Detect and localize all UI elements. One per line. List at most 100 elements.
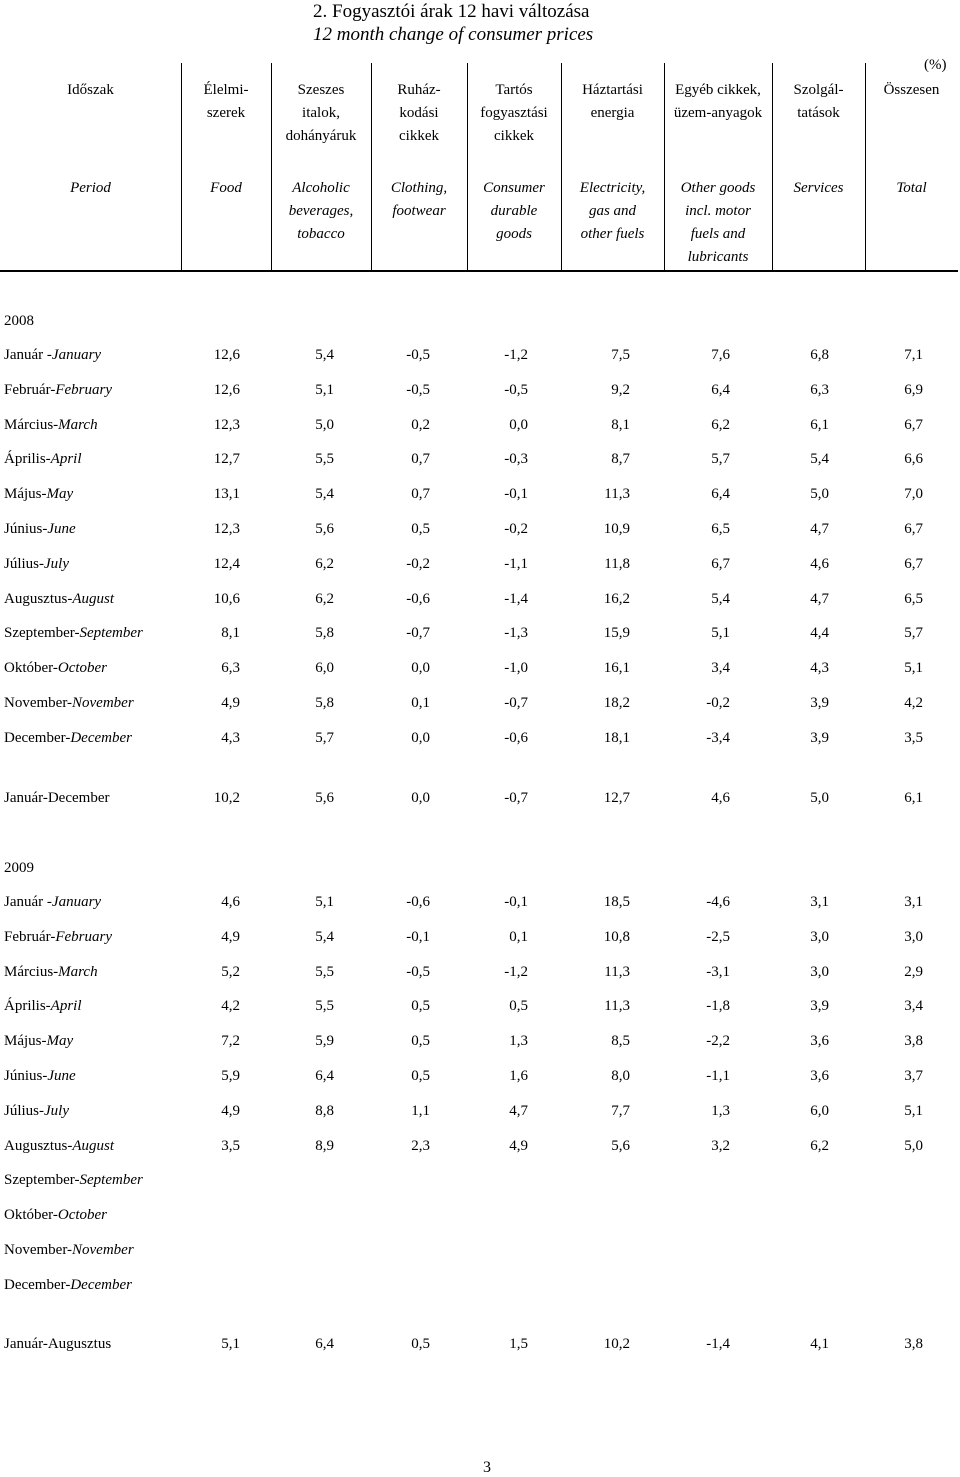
table-cell: 7,7 (611, 1103, 630, 1119)
table-cell: 5,1 (904, 660, 923, 676)
table-cell: -0,5 (406, 382, 430, 398)
row-label-hu: Április- (4, 451, 51, 467)
table-cell: 6,9 (904, 382, 923, 398)
column-header-hu: Szeszes italok, dohányáruk (285, 82, 357, 144)
row-label-hu: Augusztus- (4, 591, 73, 607)
column-header-en: Total (896, 180, 927, 196)
table-cell: -3,4 (706, 730, 730, 746)
table-cell: 10,8 (603, 929, 630, 945)
table-cell: -0,2 (504, 521, 528, 537)
column-header-en: Alcoholic beverages, tobacco (288, 180, 354, 242)
row-label-hu: Szeptember- (4, 1172, 80, 1188)
table-cell: -0,7 (406, 625, 430, 641)
table-cell: 0,5 (411, 998, 430, 1014)
table-cell: 4,2 (221, 998, 240, 1014)
row-label: Május-May (4, 486, 73, 503)
table-cell: -0,3 (504, 451, 528, 467)
table-cell: 11,3 (604, 486, 630, 502)
row-label-en: October (57, 1207, 108, 1223)
row-label: December-December (4, 1277, 132, 1294)
row-label-hu: Október- (4, 660, 58, 676)
column-header-hu: Szolgál- tatások (793, 82, 844, 121)
table-cell: 5,4 (810, 451, 829, 467)
table-cell: 16,1 (603, 660, 630, 676)
table-cell: 5,1 (315, 382, 334, 398)
table-cell: 0,5 (411, 1033, 430, 1049)
row-label-hu: Január - (4, 894, 52, 910)
table-cell: 12,6 (213, 347, 240, 363)
table-cell: -0,7 (504, 790, 528, 806)
table-cell: 6,2 (315, 556, 334, 572)
summary-label: Január-Augusztus (4, 1336, 112, 1352)
row-label-en: August (72, 1138, 114, 1154)
row-label-en: August (72, 591, 114, 607)
row-label-hu: Január - (4, 347, 52, 363)
row-label: Február-February (4, 929, 112, 946)
row-label-hu: Október- (4, 1207, 58, 1223)
row-label-en: June (47, 521, 76, 537)
table-cell: 3,4 (711, 660, 730, 676)
table-cell: 5,9 (221, 1068, 240, 1084)
row-label-hu: December- (4, 1277, 71, 1293)
row-label-en: June (47, 1068, 76, 1084)
header-rule (0, 270, 958, 272)
page-title: 2. Fogyasztói árak 12 havi változása (313, 1, 590, 22)
table-cell: 5,4 (315, 929, 334, 945)
table-cell: 5,7 (711, 451, 730, 467)
row-label: Augusztus-August (4, 1138, 114, 1155)
table-cell: 4,9 (221, 695, 240, 711)
table-cell: 6,5 (711, 521, 730, 537)
table-cell: 5,1 (315, 894, 334, 910)
table-cell: 5,9 (315, 1033, 334, 1049)
row-label: Január -January (4, 894, 101, 911)
table-cell: 1,3 (711, 1103, 730, 1119)
row-label-en: November (72, 695, 134, 711)
column-header-hu: Egyéb cikkek, üzem-anyagok (673, 82, 763, 121)
table-cell: -0,1 (406, 929, 430, 945)
table-cell: 5,8 (315, 695, 334, 711)
table-cell: 13,1 (213, 486, 240, 502)
row-label-en: September (79, 1172, 143, 1188)
table-cell: 8,1 (221, 625, 240, 641)
table-cell: 15,9 (603, 625, 630, 641)
row-label: Augusztus-August (4, 591, 114, 608)
table-cell: 2,9 (904, 964, 923, 980)
column-header-en: Clothing, footwear (390, 180, 448, 219)
table-cell: 5,0 (810, 486, 829, 502)
table-cell: 4,7 (810, 591, 829, 607)
page-subtitle: 12 month change of consumer prices (313, 24, 594, 45)
table-cell: 4,2 (904, 695, 923, 711)
row-label-en: April (50, 451, 82, 467)
table-cell: 6,7 (904, 556, 923, 572)
table-cell: 6,7 (904, 417, 923, 433)
row-label: Május-May (4, 1033, 73, 1050)
table-cell: 5,1 (221, 1336, 240, 1352)
table-cell: 4,1 (810, 1336, 829, 1352)
table-cell: 5,6 (315, 790, 334, 806)
column-header-en: Period (70, 180, 111, 196)
column-header-hu: Háztartási energia (582, 82, 643, 121)
table-cell: 6,3 (221, 660, 240, 676)
table-cell: 4,7 (509, 1103, 528, 1119)
row-label-en: February (55, 382, 112, 398)
row-label-hu: Március- (4, 964, 59, 980)
column-header-en: Consumer durable goods (483, 180, 545, 242)
table-cell: 4,6 (810, 556, 829, 572)
row-label: Október-October (4, 660, 107, 677)
table-cell: 5,6 (315, 521, 334, 537)
table-cell: 11,3 (604, 964, 630, 980)
table-cell: 6,4 (711, 486, 730, 502)
column-header-en: Food (210, 180, 242, 196)
row-label-hu: Július- (4, 1103, 45, 1119)
table-cell: -0,6 (406, 894, 430, 910)
table-cell: 0,1 (509, 929, 528, 945)
table-cell: -1,4 (706, 1336, 730, 1352)
table-cell: 3,1 (810, 894, 829, 910)
table-cell: 1,6 (509, 1068, 528, 1084)
row-label: Szeptember-September (4, 1172, 143, 1189)
table-cell: 3,9 (810, 730, 829, 746)
table-cell: 5,0 (810, 790, 829, 806)
table-cell: 16,2 (603, 591, 630, 607)
table-cell: 7,2 (221, 1033, 240, 1049)
row-label: Március-March (4, 964, 98, 981)
